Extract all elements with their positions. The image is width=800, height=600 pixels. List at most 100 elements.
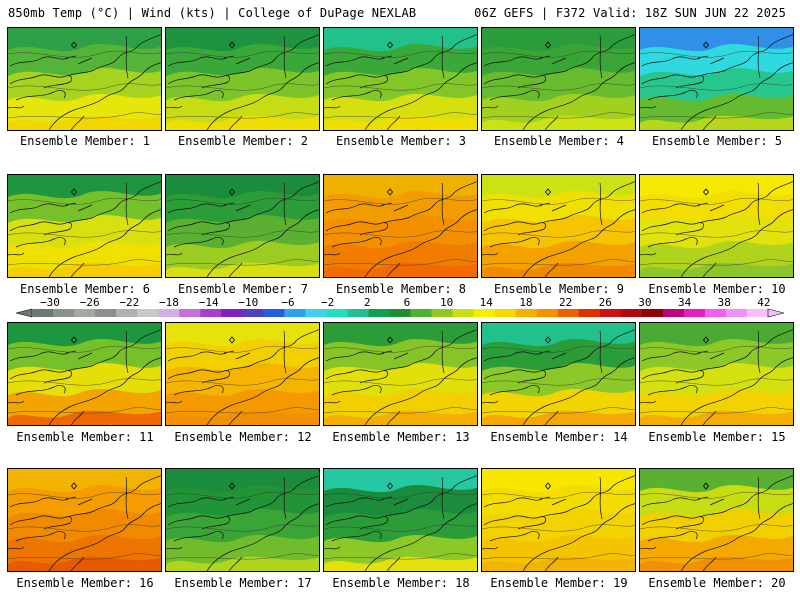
- colorbar-tick-label: 2: [363, 296, 371, 309]
- geography-outline: [386, 115, 401, 130]
- ensemble-member-map[interactable]: [323, 27, 478, 131]
- height-contour: [8, 345, 161, 353]
- geography-outline: [483, 515, 546, 530]
- height-contour: [640, 83, 793, 91]
- ensemble-member-map[interactable]: [481, 174, 636, 278]
- station-diamond-icon: [70, 41, 78, 49]
- geography-outline: [167, 497, 227, 508]
- geography-outline: [483, 351, 543, 362]
- temperature-map: [166, 323, 319, 425]
- geography-outline: [125, 476, 129, 520]
- ensemble-member-map[interactable]: [165, 322, 320, 426]
- colorbar-tick-label: −30: [40, 296, 60, 309]
- colorbar-tick-label: −26: [79, 296, 100, 309]
- height-contour: [166, 378, 319, 386]
- height-contour: [640, 230, 793, 238]
- temperature-map: [482, 175, 635, 277]
- ensemble-member-map[interactable]: [7, 174, 162, 278]
- temp-patch: [104, 393, 136, 409]
- geography-outline: [9, 221, 72, 236]
- geography-outline: [283, 476, 287, 520]
- height-contour: [640, 50, 793, 58]
- temperature-map: [640, 175, 793, 277]
- height-contour: [166, 230, 319, 238]
- temp-patch: [666, 224, 694, 238]
- temp-patch: [578, 245, 610, 261]
- station-diamond-icon: [70, 188, 78, 196]
- geography-outline: [641, 203, 701, 214]
- geography-outline: [680, 62, 793, 130]
- colorbar-segment: [683, 309, 706, 317]
- temp-band: [640, 175, 793, 199]
- geography-outline: [166, 546, 183, 550]
- station-diamond-icon: [228, 336, 236, 344]
- temp-patch: [350, 77, 378, 91]
- geography-outline: [441, 35, 445, 79]
- geography-outline: [522, 209, 635, 277]
- geography-outline: [15, 385, 66, 396]
- temp-patch: [192, 518, 220, 532]
- geography-outline: [441, 182, 445, 226]
- temp-patch: [104, 98, 136, 114]
- ensemble-member-map[interactable]: [323, 322, 478, 426]
- colorbar-tick-label: −6: [281, 296, 295, 309]
- geography-outline: [206, 209, 319, 277]
- geography-outline: [167, 515, 230, 530]
- temp-band: [640, 28, 793, 52]
- temperature-map: [324, 469, 477, 571]
- station-diamond-icon: [386, 336, 394, 344]
- ensemble-member-map[interactable]: [323, 174, 478, 278]
- ensemble-member-caption: Ensemble Member: 4: [493, 134, 625, 148]
- geography-outline: [697, 496, 725, 506]
- ensemble-member-map[interactable]: [481, 322, 636, 426]
- ensemble-member-map[interactable]: [639, 468, 794, 572]
- ensemble-member-map[interactable]: [7, 468, 162, 572]
- colorbar-segment: [305, 309, 327, 317]
- ensemble-member-caption: Ensemble Member: 7: [177, 282, 309, 296]
- height-contour: [482, 83, 635, 91]
- ensemble-member-map[interactable]: [165, 468, 320, 572]
- colorbar-segment: [389, 309, 411, 317]
- height-contour: [8, 524, 161, 532]
- colorbar-segment: [95, 309, 117, 317]
- temp-patch: [736, 98, 768, 114]
- geography-outline: [125, 182, 129, 226]
- colorbar-tick-label: 22: [558, 296, 573, 309]
- geography-outline: [9, 497, 69, 508]
- geography-outline: [70, 410, 85, 425]
- temp-band: [166, 469, 319, 493]
- temp-patch: [736, 245, 768, 261]
- colorbar-tick-label: 18: [519, 296, 533, 309]
- height-contour: [640, 491, 793, 499]
- height-contour: [640, 553, 793, 560]
- geography-outline: [65, 202, 93, 212]
- geography-outline: [223, 496, 251, 506]
- temp-patch: [192, 77, 220, 91]
- temp-band: [8, 323, 161, 347]
- colorbar-tick-label: −18: [159, 296, 179, 309]
- temp-patch: [192, 372, 220, 386]
- station-diamond-icon: [544, 336, 552, 344]
- geography-outline: [386, 556, 401, 571]
- ensemble-member-map[interactable]: [639, 174, 794, 278]
- ensemble-member-map[interactable]: [323, 468, 478, 572]
- geography-outline: [641, 351, 701, 362]
- ensemble-member-map[interactable]: [481, 27, 636, 131]
- geography-outline: [325, 203, 385, 214]
- geography-outline: [702, 115, 717, 130]
- ensemble-member-map[interactable]: [7, 322, 162, 426]
- geography-outline: [173, 237, 224, 248]
- ensemble-member-map[interactable]: [481, 468, 636, 572]
- ensemble-member-map[interactable]: [165, 27, 320, 131]
- station-diamond-icon: [702, 41, 710, 49]
- geography-outline: [167, 369, 230, 384]
- temperature-map: [8, 469, 161, 571]
- ensemble-member-map[interactable]: [165, 174, 320, 278]
- geography-outline: [331, 90, 382, 101]
- ensemble-member-map[interactable]: [639, 322, 794, 426]
- geography-outline: [539, 496, 567, 506]
- geography-outline: [283, 182, 287, 226]
- ensemble-member-map[interactable]: [7, 27, 162, 131]
- ensemble-member-map[interactable]: [639, 27, 794, 131]
- temp-band: [8, 469, 161, 493]
